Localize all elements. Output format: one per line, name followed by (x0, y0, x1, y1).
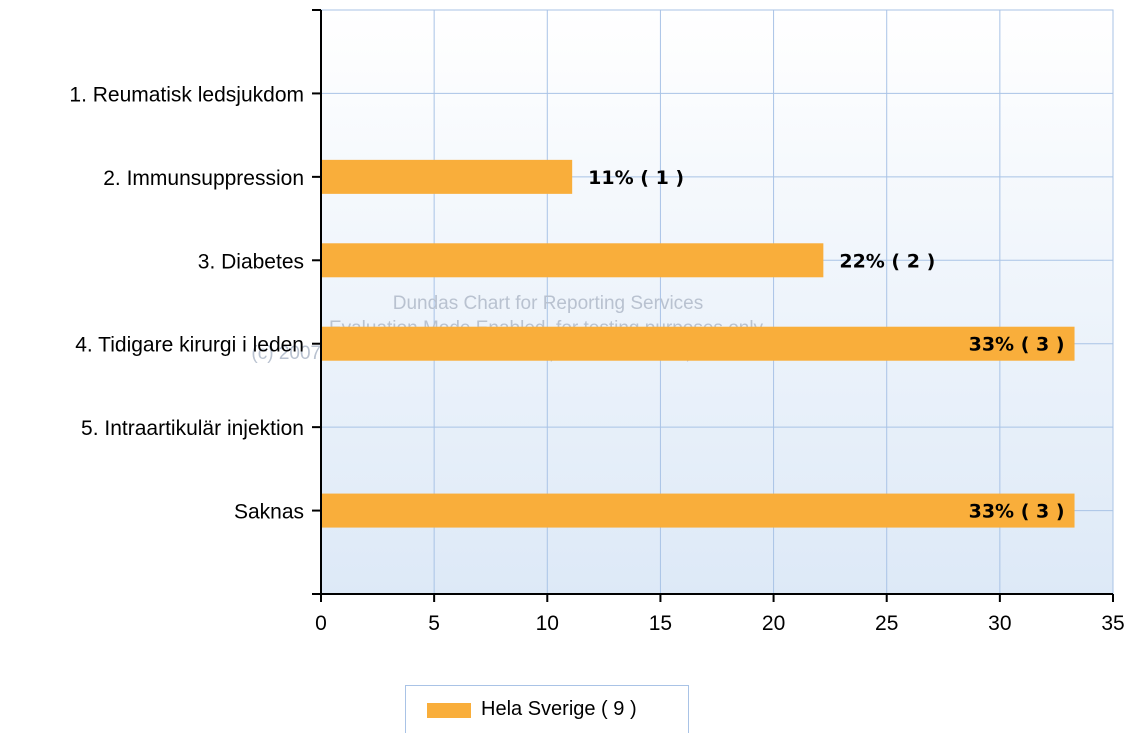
watermark-line: Dundas Chart for Reporting Services (393, 293, 703, 314)
category-label: 3. Diabetes (198, 250, 304, 273)
x-tick-label: 10 (536, 612, 559, 635)
x-tick-label: 20 (762, 612, 785, 635)
x-tick-label: 35 (1101, 612, 1124, 635)
bar (321, 326, 1075, 361)
data-label: 33% ( 3 ) (969, 334, 1065, 356)
bar (321, 493, 1075, 528)
x-tick-label: 5 (428, 612, 440, 635)
data-label: 11% ( 1 ) (588, 167, 684, 189)
x-tick-label: 30 (988, 612, 1011, 635)
bar (321, 159, 573, 194)
axes (312, 9, 1114, 602)
legend-swatch (427, 703, 471, 718)
x-tick-labels: 0 5 10 15 20 25 30 35 (315, 612, 1125, 635)
x-tick-label: 0 (315, 612, 327, 635)
data-label: 33% ( 3 ) (969, 501, 1065, 523)
data-labels: 11% ( 1 ) 22% ( 2 ) 33% ( 3 ) 33% ( 3 ) (588, 167, 1064, 523)
x-tick-label: 25 (875, 612, 898, 635)
legend-label: Hela Sverige ( 9 ) (481, 698, 637, 720)
category-label: 1. Reumatisk ledsjukdom (69, 83, 304, 106)
bars (321, 159, 1075, 528)
legend: Hela Sverige ( 9 ) (405, 685, 689, 733)
category-labels: 1. Reumatisk ledsjukdom 2. Immunsuppressi… (69, 83, 304, 523)
data-label: 22% ( 2 ) (839, 250, 935, 272)
category-label: Saknas (234, 501, 304, 524)
category-label: 4. Tidigare kirurgi i leden (75, 334, 304, 357)
x-tick-label: 15 (649, 612, 672, 635)
bar (321, 243, 824, 278)
category-label: 2. Immunsuppression (103, 167, 304, 190)
category-label: 5. Intraartikulär injektion (81, 417, 304, 440)
